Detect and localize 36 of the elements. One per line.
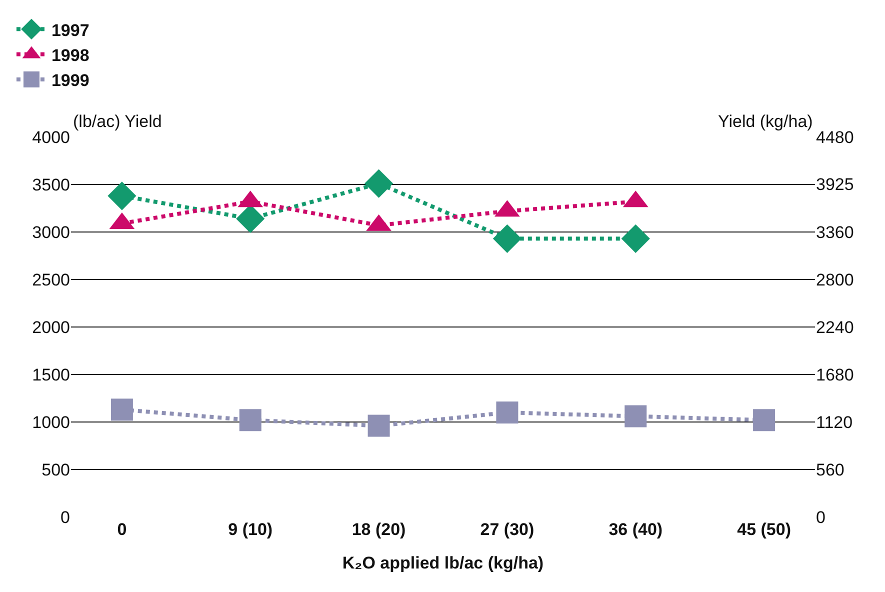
y-tick-label: 2500 <box>32 270 70 290</box>
y-tick-label: 1500 <box>32 365 70 384</box>
point <box>110 398 133 421</box>
y2-tick-label: 2240 <box>816 318 854 337</box>
y-tick-label: 500 <box>42 460 70 480</box>
y2-tick-label: 4480 <box>816 128 854 147</box>
legend-label: 1999 <box>51 70 90 90</box>
point <box>753 409 776 432</box>
y-tick-label: 4000 <box>32 128 70 147</box>
x-tick-label: 0 <box>117 520 127 539</box>
legend-label: 1998 <box>51 46 90 65</box>
y-tick-label: 3500 <box>32 175 70 194</box>
point <box>496 402 518 424</box>
y2-tick-label: 3925 <box>816 175 854 194</box>
y-tick-label: 3000 <box>32 222 70 242</box>
x-tick-label: 9 (10) <box>228 520 273 539</box>
x-axis-title: K₂O applied lb/ac (kg/ha) <box>342 553 544 572</box>
legend-label: 1997 <box>51 20 90 40</box>
y-tick-label: 1000 <box>32 412 70 432</box>
x-tick-label: 18 (20) <box>352 520 406 539</box>
x-tick-label: 36 (40) <box>608 520 663 539</box>
y2-tick-label: 0 <box>816 508 826 527</box>
x-tick-label: 45 (50) <box>737 520 791 539</box>
point <box>239 409 262 432</box>
y2-tick-label: 560 <box>816 460 844 480</box>
y2-tick-label: 3360 <box>816 222 854 242</box>
y2-tick-label: 1120 <box>816 412 853 432</box>
y-tick-label: 2000 <box>32 318 70 337</box>
y2-tick-label: 2800 <box>816 270 854 290</box>
y-tick-label: 0 <box>60 508 70 527</box>
y-axis-title: (lb/ac) Yield <box>73 112 162 131</box>
point <box>368 414 390 437</box>
x-tick-label: 27 (30) <box>480 520 534 539</box>
point <box>624 405 647 428</box>
y2-tick-label: 1680 <box>816 365 854 384</box>
y2-axis-title: Yield (kg/ha) <box>718 112 813 131</box>
